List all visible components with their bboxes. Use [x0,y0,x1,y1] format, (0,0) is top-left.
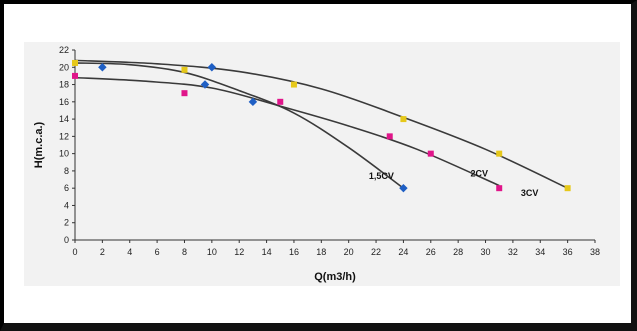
y-tick-label: 6 [64,183,69,193]
data-point-square [427,150,434,157]
data-point-diamond [207,63,217,72]
curve-label-1: 2CV [470,169,488,179]
plot-background [24,42,620,286]
curve-0 [74,62,404,189]
x-tick-label: 30 [481,247,491,257]
curve-label-2: 3CV [521,188,539,198]
x-tick-label: 34 [535,247,545,257]
y-tick-label: 0 [64,235,69,245]
x-tick-label: 26 [426,247,436,257]
x-tick-label: 10 [207,247,217,257]
y-tick-label: 14 [59,114,69,124]
curve-1 [74,76,500,187]
x-tick-label: 6 [155,247,160,257]
data-point-diamond [399,183,408,193]
axes-group: 0 2 4 6 8 10 12 14 16 18 20 22 24 26 28 30 32 34 36 3802468… [33,45,600,283]
data-point-diamond [248,97,258,107]
curves-group [74,59,568,189]
y-tick-label: 12 [59,131,69,141]
x-tick-label: 18 [316,247,326,257]
x-tick-label: 16 [289,247,299,257]
data-point-diamond [200,80,210,89]
data-point-square [496,185,503,192]
x-tick-label: 22 [371,247,381,257]
data-point-square [290,81,297,88]
data-point-square [72,72,78,79]
data-point-square [277,98,284,105]
data-point-square [400,116,407,123]
x-tick-label: 2 [100,247,105,257]
x-tick-label: 4 [127,247,132,257]
x-tick-label: 28 [453,247,463,257]
points-group [72,59,571,193]
curve-2 [74,59,568,189]
pump-curve-chart: 0 2 4 6 8 10 12 14 16 18 20 22 24 26 28 30 32 34 36 3802468… [33,45,600,283]
data-point-square [496,150,503,157]
y-tick-label: 22 [59,45,69,55]
data-point-square [72,59,78,66]
x-tick-label: 36 [563,247,573,257]
y-tick-label: 10 [59,149,69,159]
y-axis-title: H(m.c.a.) [33,121,45,168]
curve-label-0: 1,5CV [369,171,394,181]
data-point-square [564,185,571,192]
y-tick-label: 8 [64,166,69,176]
data-point-square [181,90,188,97]
x-axis-title: Q(m3/h) [314,271,356,283]
x-tick-label: 12 [234,247,244,257]
y-tick-label: 4 [64,200,69,210]
x-tick-label: 20 [344,247,354,257]
x-tick-label: 38 [590,247,600,257]
y-tick-label: 20 [59,62,69,72]
data-point-square [386,133,393,140]
labels-group: 1,5CV 2CV 3CV [369,169,538,199]
x-tick-label: 14 [262,247,272,257]
y-tick-label: 16 [59,97,69,107]
y-tick-label: 2 [64,218,69,228]
y-tick-label: 18 [59,80,69,90]
x-tick-label: 0 [72,247,77,257]
x-tick-label: 24 [398,247,408,257]
x-tick-label: 8 [182,247,187,257]
data-point-square [181,66,188,73]
x-tick-label: 32 [508,247,518,257]
